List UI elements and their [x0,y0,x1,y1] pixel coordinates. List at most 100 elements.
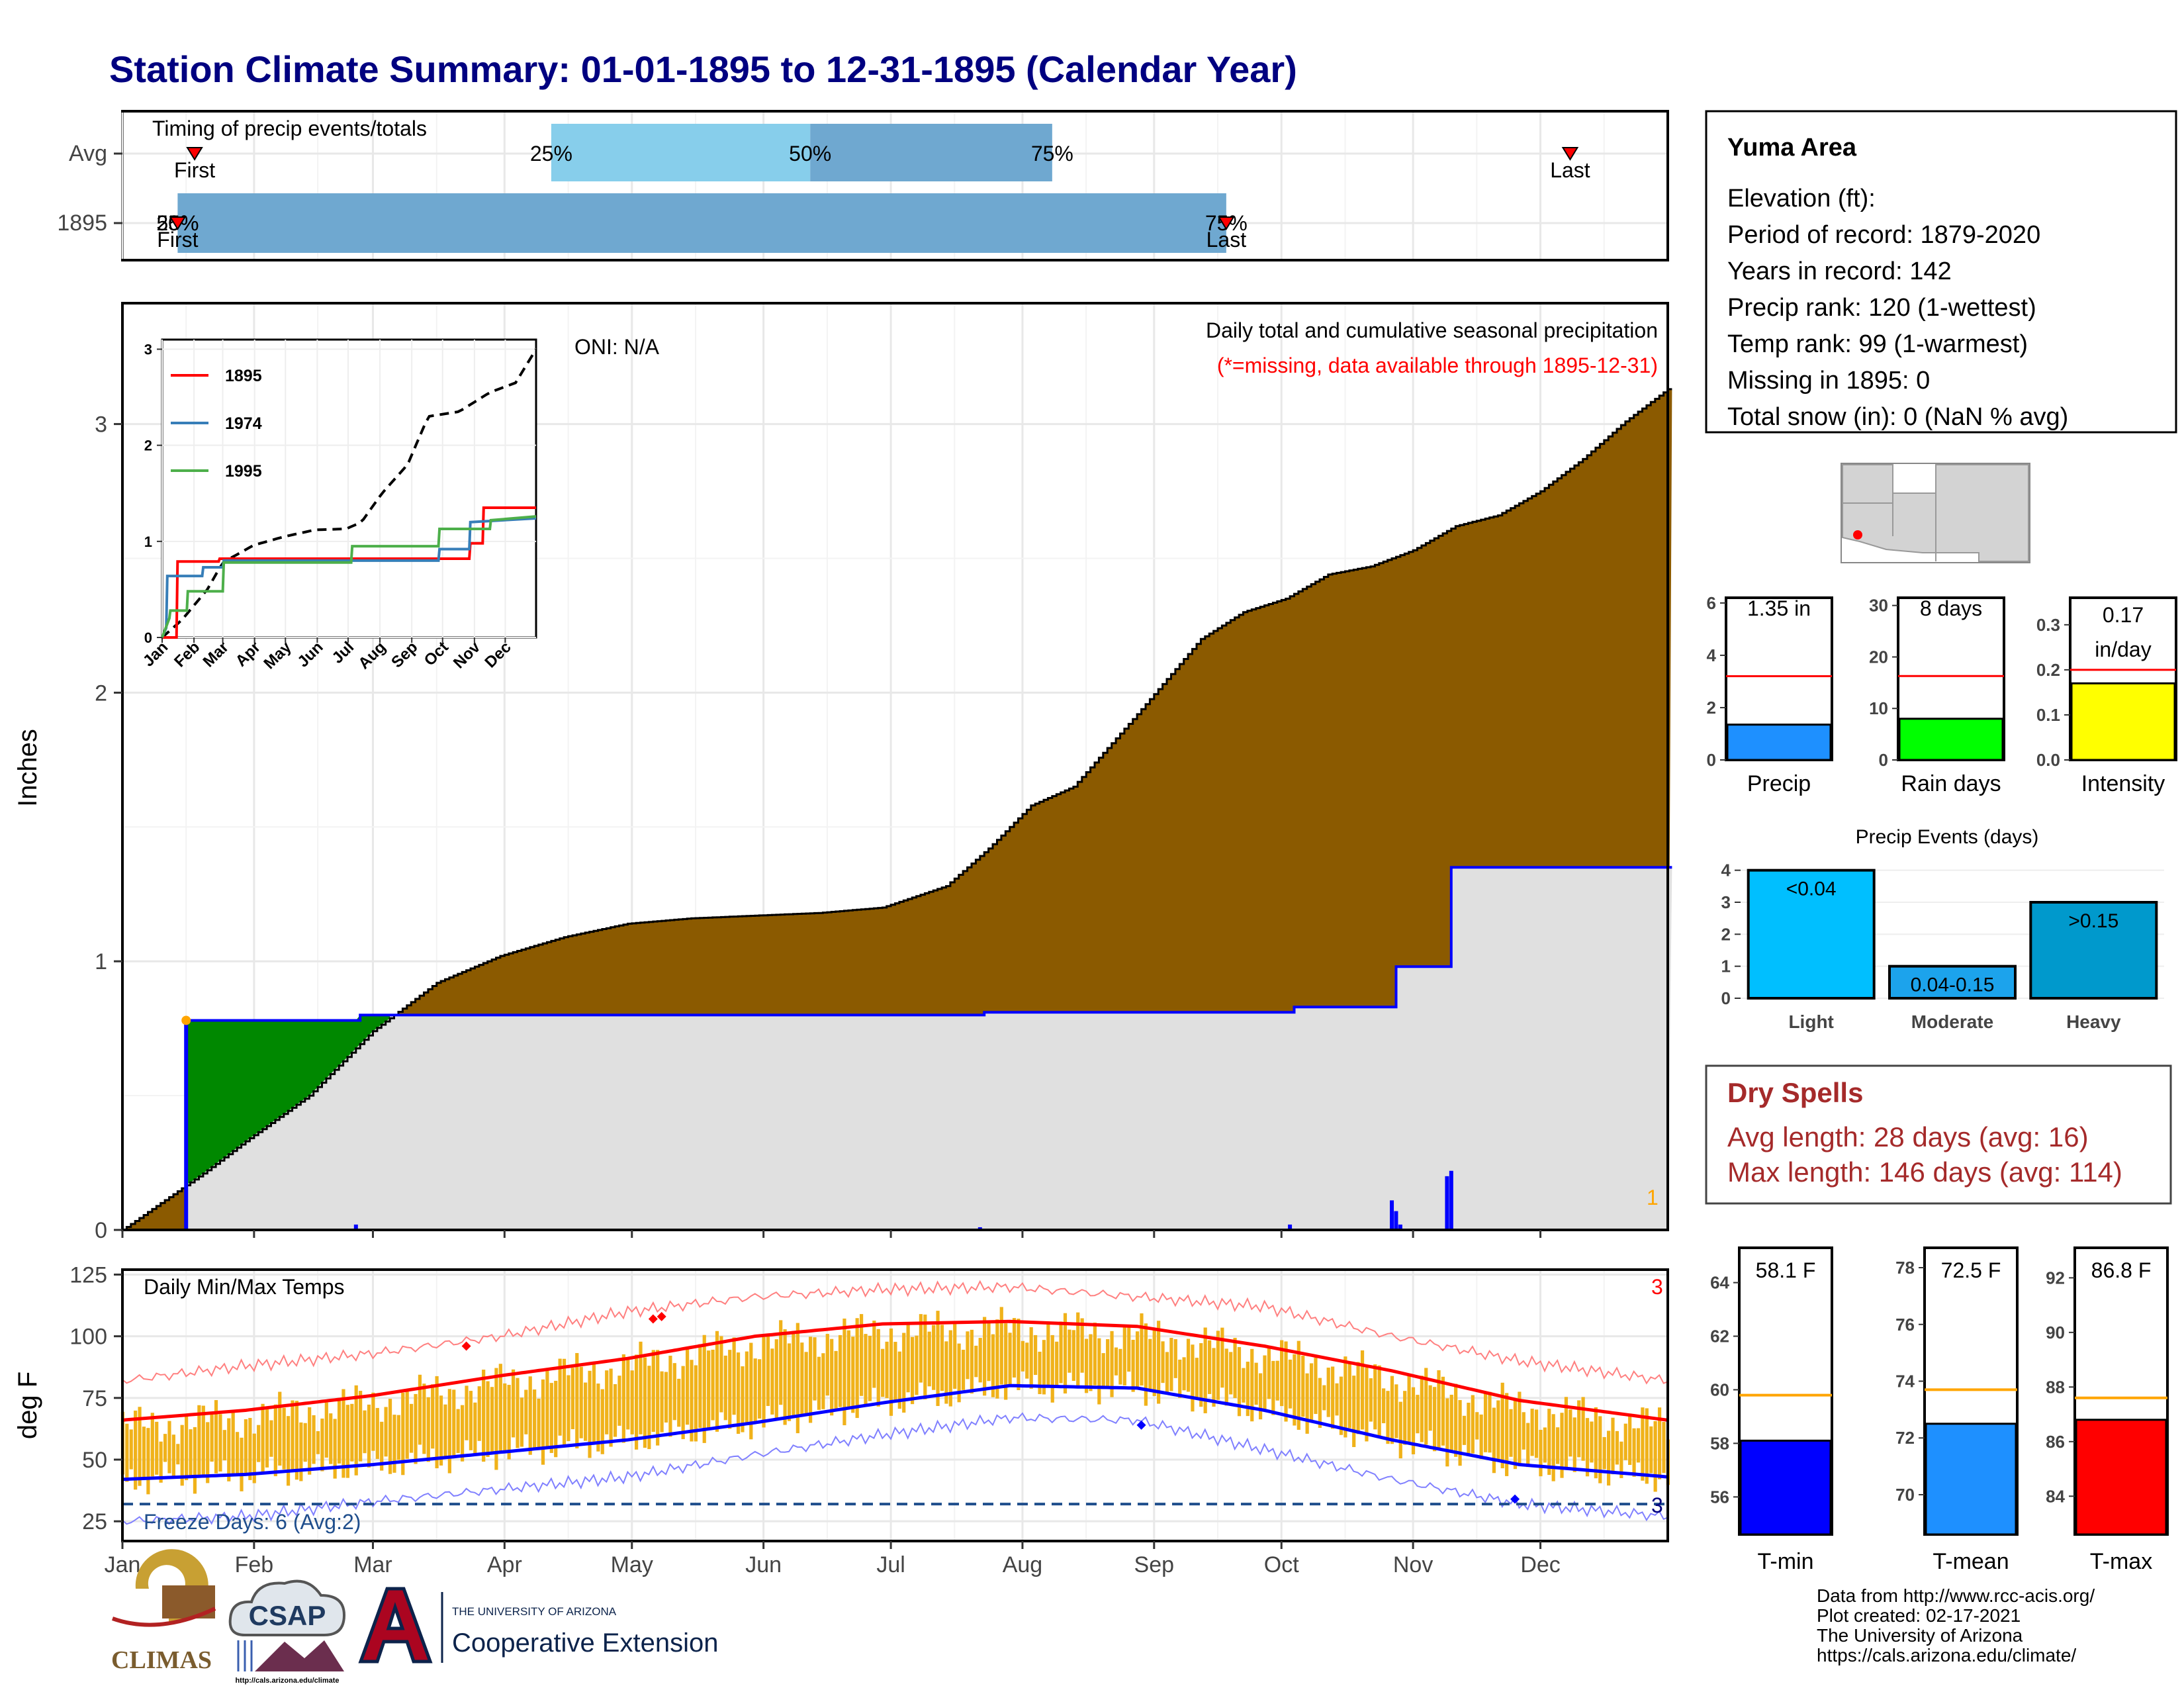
daily-temp-bar [1467,1403,1471,1456]
daily-temp-bar [333,1419,337,1479]
daily-precip-bar [978,1227,982,1230]
daily-temp-bar [770,1348,774,1415]
temp-summary-tick-label: 56 [1710,1487,1729,1507]
daily-temp-bar [1224,1348,1228,1406]
daily-temp-bar [592,1364,596,1442]
temp-summary-tick-label: 70 [1895,1485,1915,1505]
daily-temp-bar [987,1322,991,1382]
daily-temp-bar [897,1351,901,1409]
temp-panel-frame [121,1268,1669,1542]
daily-temp-bar [278,1391,282,1466]
precip-y-tick-label: 0 [95,1218,107,1243]
daily-temp-bar [1322,1385,1326,1411]
temp-y-axis: 25 50 75 100 125 [69,1262,122,1534]
temp-summary-label: T-max [2090,1549,2152,1574]
daily-temp-bar [549,1383,553,1453]
daily-temp-bar [1641,1407,1645,1481]
daily-temp-bar [1305,1373,1309,1434]
timing-row-year-label: 1895 [57,211,107,236]
daily-temp-bar [584,1382,588,1441]
daily-temp-bar [350,1403,354,1462]
daily-temp-bar [1033,1335,1038,1376]
events-tick-label: 0 [1721,988,1731,1008]
daily-temp-bar [482,1370,486,1462]
credit-url: https://cals.arizona.edu/climate/ [1817,1645,2076,1665]
daily-temp-bar [1161,1341,1165,1383]
temp-y-tick-label: 50 [82,1448,107,1473]
daily-temp-bar [762,1336,766,1428]
daily-temp-bar [367,1404,371,1468]
daily-temp-bar [834,1350,838,1409]
daily-temp-bar [978,1338,982,1383]
daily-temp-bar [1046,1324,1050,1385]
csap-mountains [255,1640,344,1671]
events-bar-label: >0.15 [2068,910,2118,932]
daily-temp-bar [1615,1430,1619,1465]
daily-temp-bar [1071,1330,1075,1381]
temp-summary-value: 72.5 F [1941,1258,2001,1282]
daily-temp-bar [129,1429,133,1470]
daily-temp-bar [176,1444,180,1465]
daily-temp-bar [197,1405,201,1476]
daily-temp-bar [562,1358,567,1447]
daily-temp-bar [541,1379,545,1465]
daily-temp-bar [948,1330,952,1407]
daily-temp-bar [401,1392,405,1476]
avg-last-marker [1561,147,1579,161]
year-iqr-bar [177,193,1226,253]
daily-temp-bar [286,1416,291,1486]
month-label: May [611,1552,653,1577]
inset-frame [161,338,537,639]
daily-temp-bar [927,1331,931,1387]
daily-temp-bar [388,1399,392,1474]
daily-temp-bar [1148,1338,1152,1391]
daily-temp-bar [1343,1356,1347,1438]
temp-title: Daily Min/Max Temps [144,1275,344,1299]
csap-url: http://cals.arizona.edu/climate [235,1677,339,1685]
record-high-line [122,1280,1668,1385]
daily-temp-bar [1297,1340,1300,1430]
mini-bar-tick-label: 10 [1869,698,1888,718]
daily-temp-bar [337,1397,341,1464]
daily-temp-bar [702,1335,706,1443]
daily-temp-bar [1560,1413,1564,1478]
daily-precip-bar [1398,1224,1402,1230]
daily-temp-bar [1454,1383,1458,1457]
station-info-frame [1705,110,2177,434]
daily-temp-bar [966,1331,970,1380]
daily-temp-bar [944,1341,948,1404]
daily-temp-bar [1038,1351,1042,1395]
events-tick-label: 2 [1721,924,1731,944]
daily-temp-bar [1271,1360,1275,1415]
daily-temp-bar [494,1368,498,1470]
daily-temp-bar [384,1407,388,1457]
daily-temp-bar [672,1363,676,1421]
events-tick-label: 3 [1721,892,1731,912]
daily-temp-bar [125,1423,129,1482]
daily-temp-bar [1449,1394,1453,1453]
daily-temp-bar [295,1401,299,1480]
daily-temp-bar [320,1418,324,1472]
daily-temp-bar [639,1341,643,1434]
daily-temp-bar [193,1427,197,1494]
daily-temp-bar [1080,1318,1084,1373]
daily-temp-bar [719,1336,723,1413]
mini-bar-tick-label: 0.0 [2036,750,2060,770]
daily-temp-bar [1004,1323,1008,1400]
month-label: Feb [235,1552,274,1577]
daily-temp-bar [1347,1362,1351,1429]
surplus-area [186,1015,390,1186]
avg-iqr-upper [810,124,1052,181]
daily-temp-bar [630,1370,634,1434]
daily-temp-bar [163,1434,167,1462]
month-label: Aug [1003,1552,1043,1577]
daily-temp-bar [1530,1409,1534,1456]
precip-events-chart: Precip Events (days) 0 1 2 3 4 <0.04 Light 0.04… [1721,826,2164,1032]
daily-temp-bar [940,1325,944,1391]
daily-temp-bar [1101,1353,1105,1389]
daily-temp-bar [792,1331,796,1416]
temp-y-tick-label: 125 [69,1262,107,1288]
precip-events-plot: 0 1 2 3 4 <0.04 Light 0.04-0.15 Moderate >0.15 Hea… [1721,861,2164,1032]
daily-temp-bar [885,1341,889,1399]
daily-temp-bar [490,1387,494,1453]
